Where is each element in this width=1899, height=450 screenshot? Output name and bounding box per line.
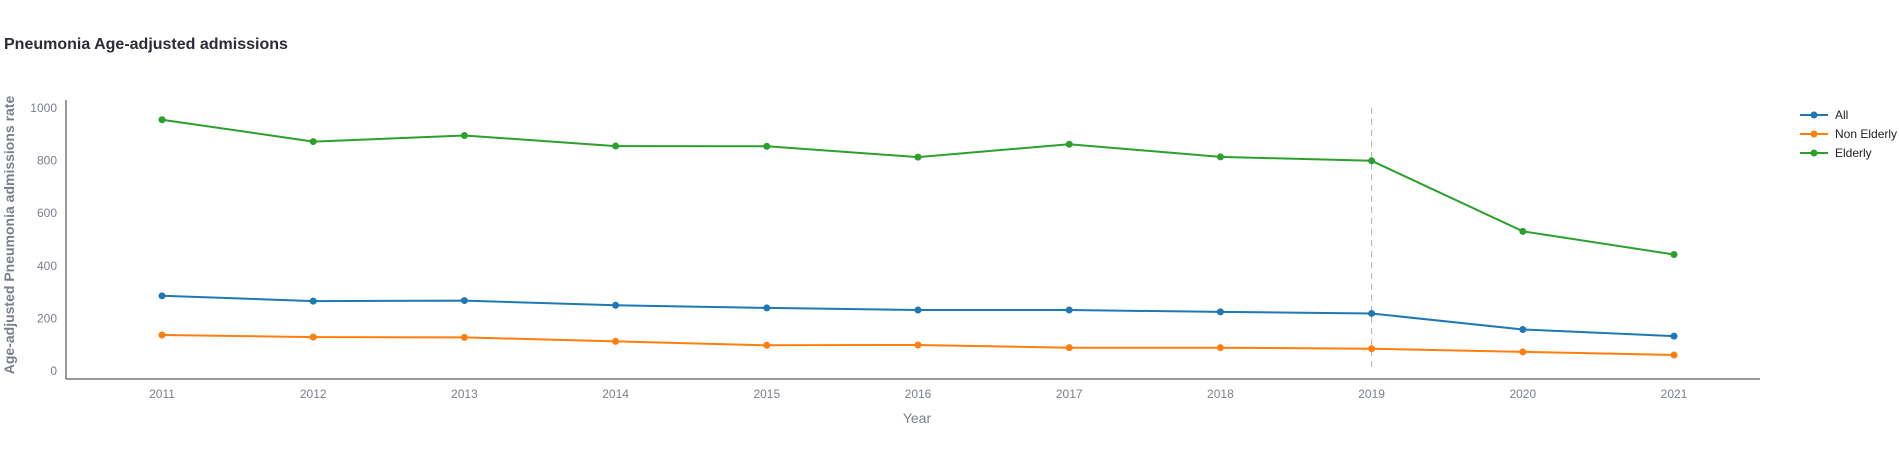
data-point[interactable]: [1216, 308, 1224, 316]
data-point[interactable]: [309, 333, 317, 341]
data-point[interactable]: [309, 138, 317, 146]
data-point[interactable]: [763, 304, 771, 312]
series-group: [158, 116, 1678, 359]
data-point[interactable]: [1519, 348, 1527, 356]
y-tick-label: 0: [50, 364, 57, 378]
data-point[interactable]: [1065, 140, 1073, 148]
data-point[interactable]: [460, 297, 468, 305]
data-point[interactable]: [158, 331, 166, 339]
y-tick-label: 200: [37, 311, 57, 325]
data-point[interactable]: [612, 301, 620, 309]
legend-label: All: [1835, 108, 1848, 122]
data-point[interactable]: [612, 337, 620, 345]
data-point[interactable]: [1670, 332, 1678, 340]
y-tick-label: 400: [37, 259, 57, 273]
y-tick-label: 800: [37, 154, 57, 168]
data-point[interactable]: [1216, 153, 1224, 161]
legend-swatch-marker: [1810, 130, 1818, 138]
x-tick-label: 2021: [1661, 387, 1688, 401]
series-elderly: [158, 116, 1678, 259]
x-tick-label: 2014: [602, 387, 629, 401]
data-point[interactable]: [1216, 344, 1224, 352]
data-point[interactable]: [914, 153, 922, 161]
y-axis-title: Age-adjusted Pneumonia admissions rate: [1, 96, 17, 375]
legend-swatch-marker: [1810, 111, 1818, 119]
legend-label: Elderly: [1835, 146, 1872, 160]
x-axis-title: Year: [903, 410, 932, 426]
series-line: [161, 118, 1675, 256]
x-tick-label: 2017: [1056, 387, 1083, 401]
x-tick-label: 2020: [1509, 387, 1536, 401]
data-point[interactable]: [1519, 227, 1527, 235]
data-point[interactable]: [763, 341, 771, 349]
data-point[interactable]: [460, 333, 468, 341]
data-point[interactable]: [158, 292, 166, 300]
legend-label: Non Elderly: [1835, 127, 1897, 141]
x-tick-labels: 2011 2012 2013 2014 2015 2016 2017 2018 2019 2020…: [149, 387, 1688, 401]
y-tick-label: 1000: [30, 101, 57, 115]
legend-item[interactable]: Elderly: [1800, 146, 1872, 160]
x-tick-label: 2011: [149, 387, 175, 401]
data-point[interactable]: [1065, 306, 1073, 314]
legend: All Non Elderly Elderly: [1800, 108, 1897, 160]
x-tick-label: 2012: [300, 387, 327, 401]
data-point[interactable]: [1670, 251, 1678, 259]
y-tick-labels: 0 200 400 600 800 1000: [30, 101, 57, 378]
series-all: [158, 292, 1678, 340]
data-point[interactable]: [763, 142, 771, 150]
data-point[interactable]: [914, 306, 922, 314]
chart-title: Pneumonia Age-adjusted admissions: [4, 36, 288, 53]
x-tick-label: 2018: [1207, 387, 1234, 401]
data-point[interactable]: [1670, 351, 1678, 359]
y-tick-label: 600: [37, 206, 57, 220]
legend-item[interactable]: All: [1800, 108, 1848, 122]
data-point[interactable]: [1368, 345, 1376, 353]
data-point[interactable]: [460, 132, 468, 140]
legend-item[interactable]: Non Elderly: [1800, 127, 1897, 141]
axes: [65, 100, 1760, 380]
x-tick-label: 2016: [905, 387, 932, 401]
data-point[interactable]: [612, 142, 620, 150]
data-point[interactable]: [1065, 344, 1073, 352]
x-tick-label: 2019: [1358, 387, 1385, 401]
data-point[interactable]: [158, 116, 166, 124]
data-point[interactable]: [1519, 326, 1527, 334]
data-point[interactable]: [1368, 309, 1376, 317]
data-point[interactable]: [914, 341, 922, 349]
x-tick-label: 2013: [451, 387, 478, 401]
legend-swatch-marker: [1810, 149, 1818, 157]
data-point[interactable]: [1368, 157, 1376, 165]
series-line: [161, 294, 1675, 338]
x-tick-label: 2015: [753, 387, 780, 401]
data-point[interactable]: [309, 297, 317, 305]
series-non-elderly: [158, 331, 1678, 359]
